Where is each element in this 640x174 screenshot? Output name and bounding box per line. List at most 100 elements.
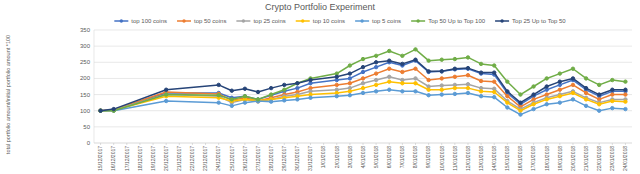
series-marker [388,59,391,62]
grid-line [94,46,632,47]
series-marker [269,93,272,96]
x-tick [258,143,259,145]
x-tick-label: 16/01/2018 [517,146,523,171]
series-marker [361,57,364,60]
x-tick [349,143,350,145]
series-marker [414,59,417,62]
series-marker [493,90,496,93]
series-marker [388,67,391,70]
x-tick-label: 7/01/2018 [399,146,405,168]
series-marker [99,109,102,112]
series-marker [466,86,469,89]
x-tick-label: 2/01/2018 [334,146,340,168]
series-marker [99,109,102,112]
x-tick-label: 12/01/2018 [465,146,471,171]
series-marker [584,77,587,80]
series-marker [348,72,351,75]
series-marker [374,72,377,75]
legend-item: top 100 coins [114,18,167,24]
background [0,0,640,174]
series-marker [401,90,404,93]
series-line [101,60,626,111]
legend-label: top 25 coins [253,18,285,24]
series-marker [348,64,351,67]
x-tick-label: 28/12/2017 [268,146,274,171]
x-tick [612,143,613,145]
x-tick [402,143,403,145]
grid-line [94,126,632,127]
series-marker [624,88,627,91]
series-marker [466,91,469,94]
y-tick-label: 100 [80,108,91,114]
x-tick-label: 20/01/2018 [570,146,576,171]
series-marker [401,82,404,85]
x-tick [218,143,219,145]
series-marker [361,86,364,89]
series-marker [269,100,272,103]
x-tick [441,143,442,145]
series-marker [164,93,167,96]
series-marker [296,98,299,101]
x-tick-label: 14/01/2018 [491,146,497,171]
series-marker [388,49,391,52]
y-tick-label: 200 [80,75,91,81]
series-marker [230,89,233,92]
series-marker [519,101,522,104]
series-line [101,61,626,111]
series-marker [558,94,561,97]
series-marker [571,67,574,70]
series-marker [427,59,430,62]
series-line [101,69,626,111]
legend-swatch [177,20,191,22]
series-marker [256,99,259,102]
y-axis-line [94,30,95,143]
legend-marker [500,19,503,22]
series-marker [427,78,430,81]
x-tick [179,143,180,145]
legend-marker [416,19,419,22]
series-marker [466,74,469,77]
legend-marker [301,19,304,22]
series-marker [388,75,391,78]
series-marker [453,92,456,95]
series-marker [374,83,377,86]
series-marker [506,90,509,93]
legend-label: top 5 coins [372,18,401,24]
series-marker [506,94,509,97]
grid-line [94,62,632,63]
series-marker [624,107,627,110]
x-tick-label: 24/12/2017 [215,146,221,171]
series-marker [597,93,600,96]
series-marker [388,80,391,83]
series-marker [571,91,574,94]
y-tick-label: 300 [80,43,91,49]
series-marker [611,88,614,91]
series-marker [256,90,259,93]
series-marker [414,58,417,61]
series-marker [164,93,167,96]
x-tick-label: 18/01/2018 [544,146,550,171]
x-tick-label: 6/01/2018 [386,146,392,168]
series-marker [440,88,443,91]
series-marker [466,66,469,69]
series-marker [427,70,430,73]
legend-label: Top 25 Up to Top 50 [512,18,566,24]
series-marker [440,84,443,87]
legend-swatch [236,20,250,22]
x-tick-label: 20/12/2017 [163,146,169,171]
series-marker [243,94,246,97]
y-tick-label: 0 [87,140,91,146]
series-marker [361,77,364,80]
series-marker [611,106,614,109]
x-tick [507,143,508,145]
series-marker [545,77,548,80]
legend-label: top 100 coins [131,18,167,24]
series-marker [493,71,496,74]
series-marker [440,70,443,73]
x-tick [467,143,468,145]
x-tick-label: 30/12/2017 [294,146,300,171]
series-marker [164,88,167,91]
x-tick [546,143,547,145]
series-marker [479,71,482,74]
x-tick [244,143,245,145]
